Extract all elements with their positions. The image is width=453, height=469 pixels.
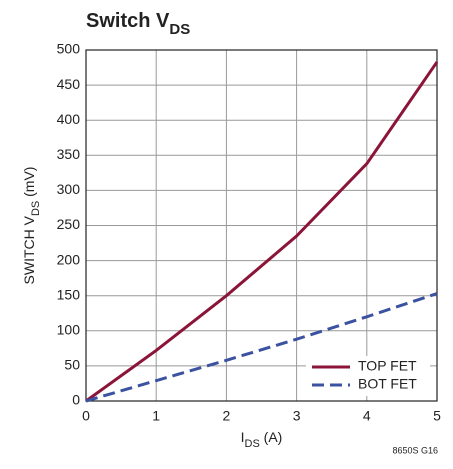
y-tick-label: 50 bbox=[64, 357, 80, 373]
x-tick-label: 0 bbox=[82, 408, 90, 424]
series-line bbox=[85, 61, 439, 403]
legend-label: TOP FET bbox=[358, 358, 417, 374]
y-tick-label: 450 bbox=[57, 76, 81, 92]
legend-label: BOT FET bbox=[358, 376, 417, 392]
series-line bbox=[85, 292, 438, 403]
x-axis-label-part: DS bbox=[245, 438, 260, 450]
y-tick-label: 400 bbox=[57, 111, 81, 127]
y-tick-label: 150 bbox=[57, 286, 81, 302]
y-axis-label-part: SWITCH V bbox=[21, 215, 37, 284]
x-axis-label-part: I bbox=[241, 429, 245, 445]
chart-title-part: DS bbox=[169, 21, 190, 38]
x-axis-label-part: (A) bbox=[260, 429, 283, 445]
y-axis-label-part: DS bbox=[30, 201, 42, 216]
x-tick-label: 5 bbox=[433, 408, 441, 424]
x-tick-label: 4 bbox=[363, 408, 371, 424]
x-tick-label: 1 bbox=[152, 408, 160, 424]
x-tick-label: 3 bbox=[293, 408, 301, 424]
y-tick-label: 0 bbox=[72, 392, 80, 408]
y-tick-label: 300 bbox=[57, 181, 81, 197]
annotation: 8650S G16 bbox=[392, 445, 438, 455]
chart-title-part: Switch V bbox=[86, 10, 170, 32]
x-axis-label: IDS (A) bbox=[241, 429, 283, 450]
y-tick-label: 350 bbox=[57, 146, 81, 162]
legend-box bbox=[306, 356, 430, 396]
y-tick-label: 500 bbox=[57, 41, 81, 57]
x-tick-label: 2 bbox=[223, 408, 231, 424]
y-tick-label: 200 bbox=[57, 251, 81, 267]
y-axis-label-part: (mV) bbox=[21, 167, 37, 201]
plot-frame bbox=[85, 49, 438, 402]
y-tick-label: 100 bbox=[57, 322, 81, 338]
y-axis-label: SWITCH VDS (mV) bbox=[21, 167, 42, 285]
y-tick-label: 250 bbox=[57, 216, 81, 232]
chart-title: Switch VDS bbox=[86, 10, 190, 38]
